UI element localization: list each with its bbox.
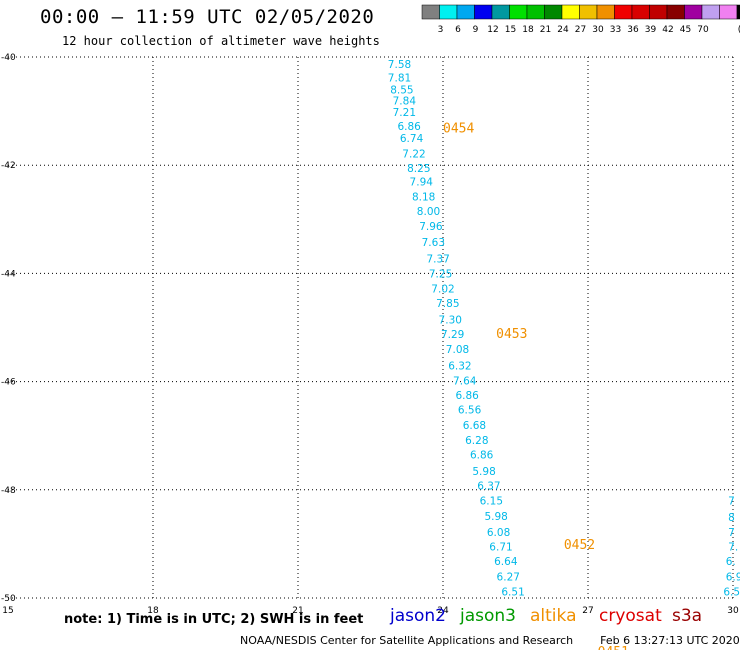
wave-height-value: 6.51 <box>501 587 524 599</box>
y-tick-label: -46 <box>1 378 16 388</box>
wave-height-value: 6.64 <box>494 556 518 568</box>
legend-label: 24 <box>557 25 569 35</box>
wave-height-value: 7.94 <box>410 176 434 188</box>
legend-label: 3 <box>438 25 444 35</box>
satellite-jason2: jason2 <box>390 606 446 626</box>
x-tick-label: 18 <box>147 606 159 616</box>
track-group: 7.587.818.557.847.216.866.747.228.257.94… <box>388 59 740 628</box>
legend-label: 18 <box>522 25 534 35</box>
satellite-s3a: s3a <box>672 606 703 626</box>
wave-height-value: 7.29 <box>441 329 464 341</box>
wave-height-value: 7.63 <box>422 237 445 249</box>
wave-height-value: 7 <box>728 496 735 508</box>
legend-label: 9 <box>473 25 479 35</box>
wave-height-value: 7.08 <box>446 344 469 356</box>
wave-height-value: 5.9 <box>721 616 738 628</box>
wave-height-value: 6.15 <box>480 496 503 508</box>
wave-height-value: 6.32 <box>448 360 471 372</box>
wave-height-value: 7. <box>728 542 738 554</box>
wave-height-value: 8 <box>728 512 735 524</box>
wave-height-value: 7 <box>728 527 735 539</box>
wave-height-value: 6.56 <box>458 405 482 417</box>
wave-height-value: 6. <box>726 556 736 568</box>
wave-height-value: 7.96 <box>419 221 443 233</box>
wave-height-value: 7.64 <box>453 376 477 388</box>
footer-credit: NOAA/NESDIS Center for Satellite Applica… <box>240 634 574 647</box>
legend-label: 36 <box>627 25 639 35</box>
wave-height-value: 6.86 <box>397 121 421 133</box>
wave-height-value: 7.84 <box>393 95 417 107</box>
x-tick-label: 21 <box>292 606 303 616</box>
legend-label: 33 <box>610 25 621 35</box>
page-title: 00:00 – 11:59 UTC 02/05/2020 <box>40 6 375 28</box>
wave-height-value: 6.74 <box>400 133 424 145</box>
legend-label: 21 <box>540 25 551 35</box>
wave-height-value: 8.55 <box>390 84 413 96</box>
legend-label: 70 <box>697 25 709 35</box>
satellite-altika: altika <box>530 606 577 626</box>
legend-label: 27 <box>575 25 586 35</box>
legend-label: 12 <box>487 25 498 35</box>
legend-label: 15 <box>505 25 516 35</box>
wave-height-value: 6.37 <box>477 480 500 492</box>
wave-height-value: 7.58 <box>388 59 411 71</box>
satellite-cryosat: cryosat <box>599 606 662 626</box>
time-label: 0451 <box>598 645 629 650</box>
wave-height-value: 6.5 <box>723 587 740 599</box>
wave-height-value: 7.37 <box>426 253 449 265</box>
note-text: note: 1) Time is in UTC; 2) SWH is in fe… <box>64 612 364 627</box>
footer-timestamp: Feb 6 13:27:13 UTC 2020 <box>600 634 740 647</box>
satellite-jason3: jason3 <box>460 606 516 626</box>
wave-height-value: 5.98 <box>472 466 495 478</box>
wave-height-value: 6.86 <box>470 450 494 462</box>
y-tick-label: -40 <box>1 53 16 63</box>
wave-height-value: 7.81 <box>388 73 411 85</box>
wave-height-value: 7.02 <box>431 284 454 296</box>
wave-height-value: 8.25 <box>407 163 430 175</box>
legend-label: 6 <box>455 25 461 35</box>
wave-height-value: 6.9 <box>726 571 740 583</box>
wave-height-value: 7.30 <box>439 314 462 326</box>
legend-swatch <box>736 4 740 20</box>
x-tick-label: 30 <box>727 606 739 616</box>
y-tick-label: -44 <box>1 269 16 279</box>
legend-label: 45 <box>680 25 691 35</box>
page-subtitle: 12 hour collection of altimeter wave hei… <box>62 34 380 48</box>
wave-height-value: 7.21 <box>393 107 416 119</box>
x-tick-label: 27 <box>582 606 593 616</box>
wave-height-value: 6.28 <box>465 435 488 447</box>
wave-height-value: 6.68 <box>463 420 486 432</box>
time-label: 0454 <box>443 121 474 136</box>
wave-height-value: 7.25 <box>429 268 452 280</box>
wave-height-value: 5.98 <box>484 511 507 523</box>
x-tick-label: 15 <box>2 606 13 616</box>
legend-unit: (ft) <box>738 25 740 35</box>
x-tick-label: 24 <box>437 606 449 616</box>
wave-height-value: 6.71 <box>489 542 512 554</box>
y-tick-label: -42 <box>1 161 16 171</box>
legend-label: 30 <box>592 25 604 35</box>
wave-height-value: 7.85 <box>436 298 459 310</box>
time-label: 0452 <box>564 538 595 553</box>
legend-label: 39 <box>645 25 657 35</box>
wave-height-value: 6.86 <box>455 390 479 402</box>
wave-height-value: 6.08 <box>487 527 510 539</box>
wave-height-value: 6.27 <box>497 571 520 583</box>
y-tick-label: -50 <box>1 594 16 604</box>
wave-height-value: 8.18 <box>412 192 435 204</box>
legend-label: 42 <box>662 25 673 35</box>
wave-height-value: 8.00 <box>417 206 440 218</box>
wave-height-value: 7.22 <box>402 148 425 160</box>
y-tick-label: -48 <box>1 486 16 496</box>
footer: NOAA/NESDIS Center for Satellite Applica… <box>240 634 740 647</box>
time-label: 0453 <box>496 327 527 342</box>
